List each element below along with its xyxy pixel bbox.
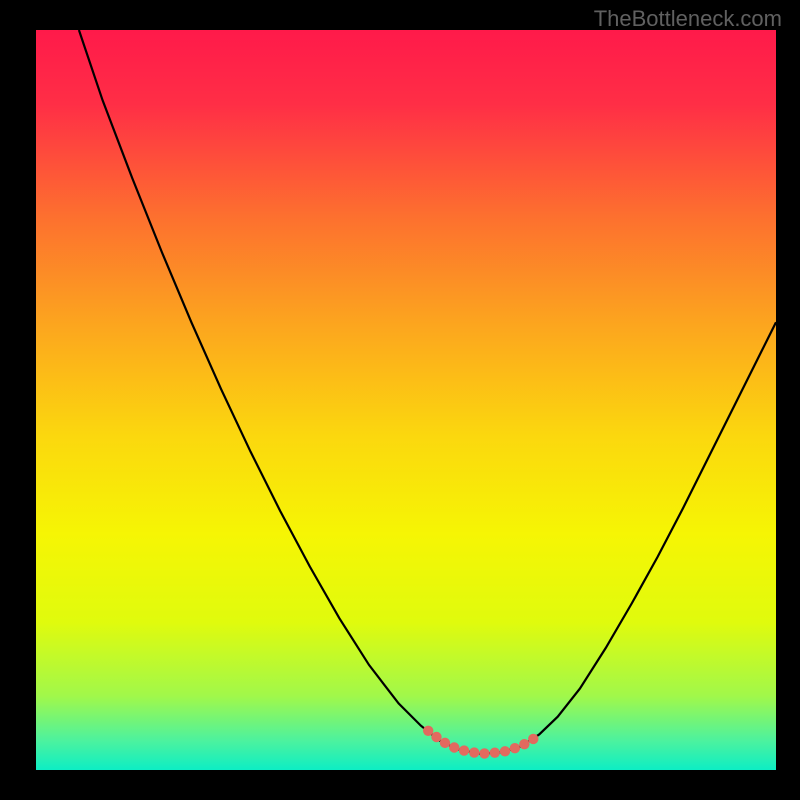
highlight-dot bbox=[423, 726, 433, 736]
highlight-dot bbox=[469, 747, 479, 757]
gradient-background bbox=[36, 30, 776, 770]
highlight-dot bbox=[449, 742, 459, 752]
watermark-text: TheBottleneck.com bbox=[594, 6, 782, 32]
highlight-dot bbox=[479, 748, 489, 758]
highlight-dot bbox=[528, 734, 538, 744]
highlight-dot bbox=[490, 748, 500, 758]
highlight-dot bbox=[500, 746, 510, 756]
highlight-dot bbox=[431, 732, 441, 742]
highlight-dot bbox=[440, 738, 450, 748]
bottleneck-chart bbox=[36, 30, 776, 770]
highlight-dot bbox=[510, 743, 520, 753]
highlight-dot bbox=[459, 745, 469, 755]
chart-area bbox=[36, 30, 776, 770]
highlight-dot bbox=[519, 739, 529, 749]
